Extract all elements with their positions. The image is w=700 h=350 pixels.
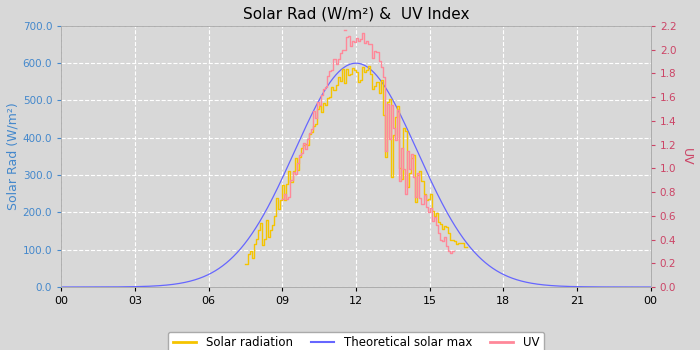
Y-axis label: Solar Rad (W/m²): Solar Rad (W/m²) bbox=[7, 103, 20, 210]
Y-axis label: UV: UV bbox=[680, 148, 693, 165]
Legend: Solar radiation, Theoretical solar max, UV: Solar radiation, Theoretical solar max, … bbox=[168, 332, 544, 350]
Title: Solar Rad (W/m²) &  UV Index: Solar Rad (W/m²) & UV Index bbox=[243, 7, 469, 22]
